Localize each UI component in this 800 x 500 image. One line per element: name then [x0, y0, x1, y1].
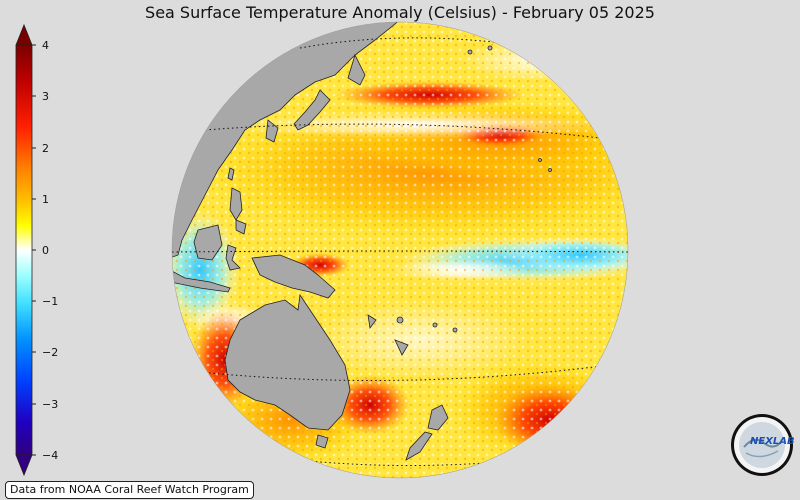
colorbar-tick: −1	[42, 295, 59, 308]
colorbar-tick: 4	[42, 39, 49, 52]
nexlab-logo-icon: NEXLAB	[731, 414, 794, 476]
globe-map	[171, 21, 629, 479]
map-title: Sea Surface Temperature Anomaly (Celsius…	[145, 3, 655, 22]
colorbar-max-arrow	[15, 23, 33, 46]
colorbar-min-arrow	[15, 454, 33, 477]
graticule	[172, 37, 628, 467]
colorbar-tick: −2	[42, 346, 59, 359]
colorbar-tick: −4	[42, 449, 59, 462]
colorbar-gradient	[15, 44, 33, 456]
colorbar-tick: 2	[42, 142, 49, 155]
colorbar-tick: 3	[42, 90, 49, 103]
data-credit: Data from NOAA Coral Reef Watch Program	[5, 481, 254, 499]
colorbar	[15, 23, 36, 477]
colorbar-tick: 1	[42, 193, 49, 206]
colorbar-tick: −3	[42, 398, 59, 411]
logo-text: NEXLAB	[750, 436, 794, 447]
colorbar-tick: 0	[42, 244, 49, 257]
